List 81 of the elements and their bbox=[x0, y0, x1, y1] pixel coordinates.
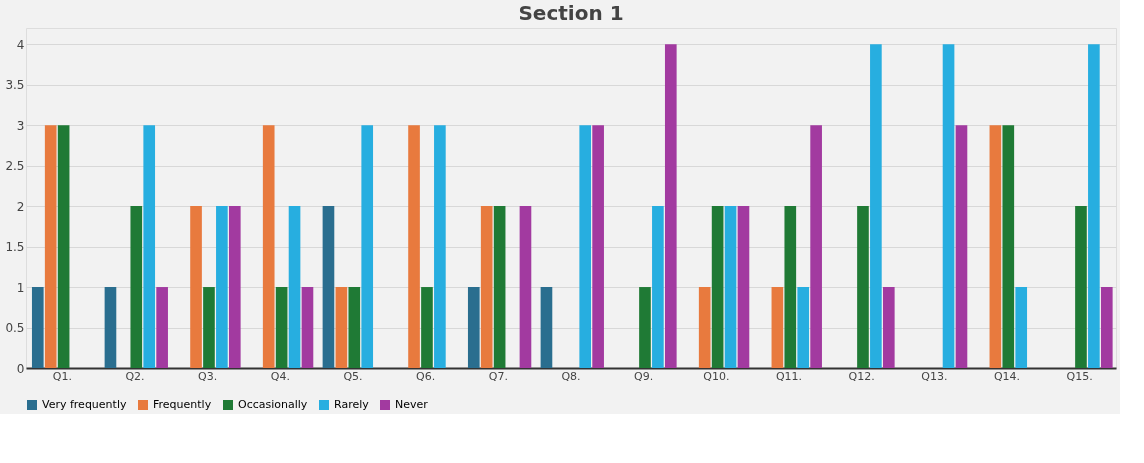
bar bbox=[639, 287, 651, 368]
x-tick-label: Q9. bbox=[634, 369, 654, 383]
bar bbox=[652, 206, 664, 368]
x-tick-label: Q13. bbox=[921, 369, 948, 383]
bar bbox=[579, 125, 592, 368]
legend-label: Never bbox=[395, 398, 429, 411]
bar bbox=[737, 206, 750, 368]
bar bbox=[857, 206, 869, 368]
bar bbox=[797, 287, 810, 368]
bar bbox=[1075, 206, 1087, 368]
bar bbox=[711, 206, 724, 368]
x-tick-label: Q6. bbox=[416, 369, 436, 383]
legend-label: Rarely bbox=[334, 398, 370, 411]
bar bbox=[882, 287, 895, 368]
bar bbox=[724, 206, 737, 368]
bar bbox=[104, 287, 117, 368]
x-tick-label: Q11. bbox=[775, 369, 803, 383]
bar bbox=[1088, 44, 1100, 368]
y-tick-label: 2.5 bbox=[5, 159, 25, 174]
bar bbox=[275, 287, 288, 368]
bar bbox=[810, 125, 822, 368]
bar bbox=[348, 287, 361, 368]
bar bbox=[228, 206, 241, 368]
x-tick-label: Q7. bbox=[488, 369, 508, 383]
bar bbox=[216, 206, 228, 368]
bar bbox=[143, 125, 156, 368]
x-tick-label: Q3. bbox=[198, 369, 218, 383]
y-tick-label: 1.5 bbox=[5, 240, 25, 255]
legend-label: Frequently bbox=[153, 398, 212, 411]
x-tick-label: Q1. bbox=[52, 369, 72, 383]
x-tick-label: Q12. bbox=[848, 369, 875, 383]
bar bbox=[335, 287, 348, 368]
x-tick-label: Q5. bbox=[343, 369, 363, 383]
x-tick-label: Q4. bbox=[270, 369, 290, 383]
bar bbox=[203, 287, 215, 368]
x-tick-label: Q10. bbox=[703, 369, 730, 383]
bar bbox=[322, 206, 335, 368]
x-tick-label: Q15. bbox=[1066, 369, 1093, 383]
bar bbox=[262, 125, 275, 368]
bar bbox=[57, 125, 70, 368]
bar bbox=[592, 125, 604, 368]
y-tick-label: 3 bbox=[16, 118, 25, 133]
x-tick-label: Q14. bbox=[993, 369, 1021, 383]
bar bbox=[989, 125, 1002, 368]
bar bbox=[870, 44, 882, 368]
bar bbox=[493, 206, 506, 368]
bar bbox=[540, 287, 553, 368]
bar bbox=[434, 125, 446, 368]
bar bbox=[301, 287, 314, 368]
bar bbox=[467, 287, 480, 368]
bar bbox=[664, 44, 677, 368]
legend-label: Very frequently bbox=[42, 398, 127, 411]
bar bbox=[31, 287, 44, 368]
bar bbox=[1100, 287, 1113, 368]
bar bbox=[480, 206, 493, 368]
bar bbox=[955, 125, 968, 368]
bar bbox=[421, 287, 433, 368]
bar bbox=[771, 287, 784, 368]
bar bbox=[1002, 125, 1015, 368]
bar bbox=[130, 206, 143, 368]
bar bbox=[942, 44, 955, 368]
x-tick-label: Q8. bbox=[561, 369, 581, 383]
bar bbox=[361, 125, 374, 368]
bar bbox=[190, 206, 202, 368]
y-tick-label: 1 bbox=[16, 280, 25, 295]
y-tick-label: 0 bbox=[16, 361, 25, 376]
bar bbox=[519, 206, 532, 368]
bar bbox=[784, 206, 797, 368]
legend-label: Occasionally bbox=[238, 398, 308, 411]
bar bbox=[408, 125, 420, 368]
y-tick-label: 0.5 bbox=[5, 321, 25, 336]
x-tick-label: Q2. bbox=[125, 369, 145, 383]
chart-title: Section 1 bbox=[518, 1, 624, 25]
bar bbox=[44, 125, 57, 368]
bar bbox=[288, 206, 301, 368]
bar bbox=[1015, 287, 1028, 368]
y-tick-label: 4 bbox=[16, 37, 25, 52]
y-tick-label: 3.5 bbox=[5, 78, 25, 93]
bar bbox=[156, 287, 168, 368]
y-tick-label: 2 bbox=[16, 199, 25, 214]
bar bbox=[698, 287, 711, 368]
